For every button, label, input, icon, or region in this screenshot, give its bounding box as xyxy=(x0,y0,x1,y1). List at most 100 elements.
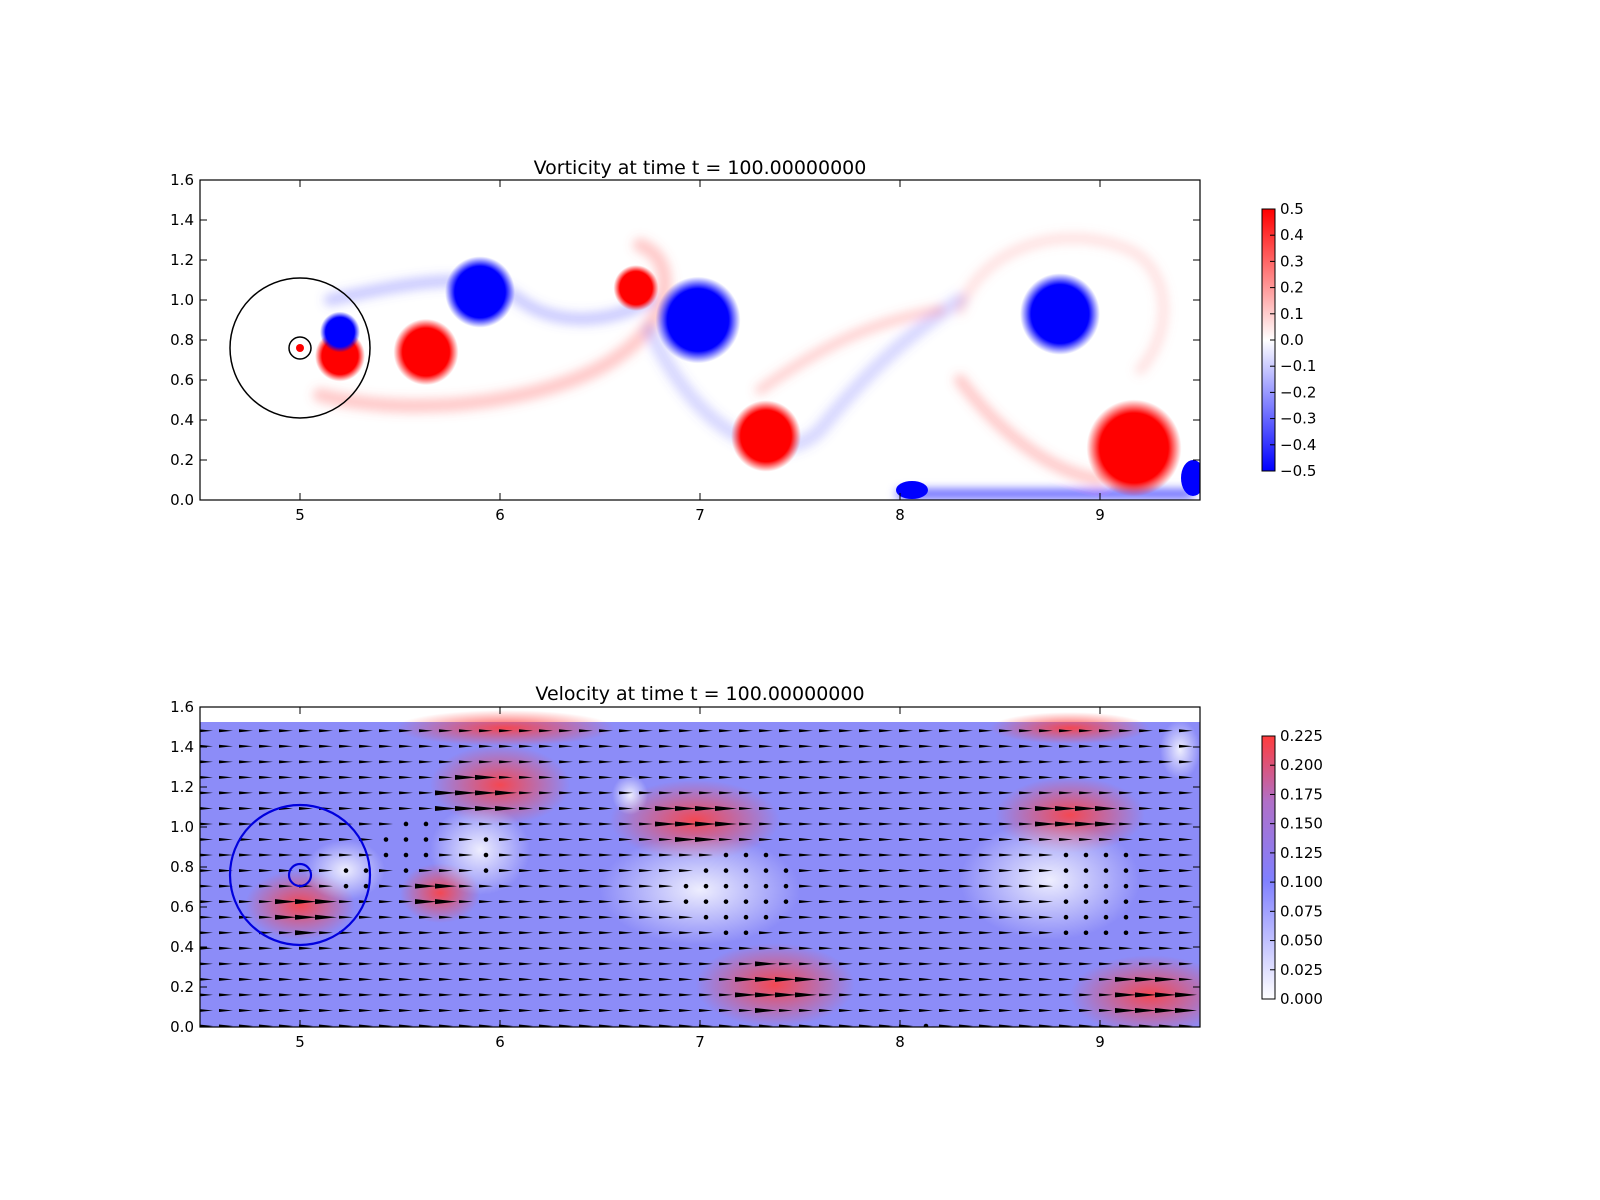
quiver-arrow xyxy=(419,977,433,981)
quiver-arrow xyxy=(879,791,893,795)
quiver-arrow xyxy=(1135,976,1157,982)
quiver-arrow xyxy=(899,900,913,904)
quiver-arrow xyxy=(899,946,913,950)
vorticity-x-tick-label: 7 xyxy=(695,506,705,524)
quiver-arrow xyxy=(859,729,873,733)
quiver-arrow xyxy=(259,1008,273,1012)
quiver-arrow xyxy=(1079,775,1093,779)
quiver-arrow xyxy=(239,1024,253,1027)
vorticity-colorbar-tick-label: −0.4 xyxy=(1280,436,1316,454)
obstacle-circle xyxy=(288,336,312,360)
quiver-arrow xyxy=(719,760,733,764)
quiver-arrow xyxy=(459,931,473,935)
quiver-dot xyxy=(403,821,409,827)
quiver-arrow xyxy=(419,993,433,997)
quiver-arrow xyxy=(1159,853,1173,857)
quiver-arrow xyxy=(839,962,853,966)
quiver-dot xyxy=(1103,899,1109,904)
quiver-arrow xyxy=(1139,806,1153,810)
quiver-arrow xyxy=(439,977,453,981)
quiver-arrow xyxy=(295,914,317,920)
quiver-arrow xyxy=(699,791,713,795)
quiver-arrow xyxy=(1159,760,1173,764)
quiver-dot xyxy=(343,868,349,873)
velocity-colorbar-tick-label: 0.125 xyxy=(1280,844,1323,862)
quiver-dot xyxy=(1123,914,1129,920)
quiver-arrow xyxy=(1079,744,1093,748)
velocity-hotspot xyxy=(395,710,615,746)
quiver-arrow xyxy=(919,791,933,795)
quiver-arrow xyxy=(1179,822,1193,826)
quiver-arrow xyxy=(1099,946,1113,950)
quiver-arrow xyxy=(1079,838,1093,842)
quiver-arrow xyxy=(439,853,453,857)
quiver-arrow xyxy=(539,822,553,826)
quiver-arrow xyxy=(1055,821,1077,827)
quiver-arrow xyxy=(359,931,373,935)
quiver-arrow xyxy=(1079,791,1093,795)
quiver-arrow xyxy=(699,977,713,981)
quiver-dot xyxy=(423,821,429,827)
quiver-arrow xyxy=(879,853,893,857)
quiver-arrow xyxy=(859,1008,873,1012)
quiver-arrow xyxy=(659,1024,673,1027)
quiver-arrow xyxy=(439,760,453,764)
wall-vortex-negative-2 xyxy=(896,481,928,499)
quiver-arrow xyxy=(619,946,633,950)
velocity-x-tick-label: 8 xyxy=(895,1033,905,1051)
quiver-arrow xyxy=(1155,976,1177,982)
quiver-arrow xyxy=(499,853,513,857)
quiver-arrow xyxy=(939,791,953,795)
quiver-arrow xyxy=(219,869,233,873)
quiver-arrow xyxy=(279,729,293,733)
vorticity-y-tick-label: 0.8 xyxy=(170,331,194,349)
quiver-arrow xyxy=(819,900,833,904)
quiver-arrow xyxy=(379,915,393,919)
quiver-arrow xyxy=(559,775,573,779)
quiver-arrow xyxy=(479,915,493,919)
vorticity-y-tick-label: 0.0 xyxy=(170,491,194,509)
quiver-arrow xyxy=(979,838,993,842)
quiver-arrow xyxy=(219,884,233,888)
quiver-arrow xyxy=(739,838,753,842)
quiver-arrow xyxy=(259,946,273,950)
cylinder-marker xyxy=(296,344,304,352)
vorticity-y-tick-label: 0.4 xyxy=(170,411,194,429)
quiver-dot xyxy=(703,868,709,873)
quiver-arrow xyxy=(819,791,833,795)
quiver-arrow xyxy=(719,791,733,795)
quiver-arrow xyxy=(1179,915,1193,919)
quiver-dot xyxy=(343,883,349,889)
quiver-arrow xyxy=(655,821,677,827)
quiver-arrow xyxy=(1099,1024,1113,1027)
quiver-arrow xyxy=(599,977,613,981)
quiver-arrow xyxy=(659,931,673,935)
quiver-arrow xyxy=(419,1024,433,1027)
quiver-arrow xyxy=(879,946,893,950)
quiver-arrow xyxy=(659,900,673,904)
quiver-arrow xyxy=(1139,884,1153,888)
quiver-arrow xyxy=(1119,775,1133,779)
quiver-arrow xyxy=(1059,993,1073,997)
quiver-arrow xyxy=(1059,744,1073,748)
vorticity-colorbar-tick-label: −0.3 xyxy=(1280,410,1316,428)
quiver-arrow xyxy=(879,1008,893,1012)
quiver-arrow xyxy=(479,946,493,950)
quiver-arrow xyxy=(259,869,273,873)
quiver-arrow xyxy=(519,853,533,857)
quiver-arrow xyxy=(415,899,437,905)
quiver-arrow xyxy=(219,729,233,733)
quiver-arrow xyxy=(439,869,453,873)
quiver-arrow xyxy=(200,931,213,935)
quiver-arrow xyxy=(459,1024,473,1027)
quiver-arrow xyxy=(639,900,653,904)
quiver-arrow xyxy=(499,729,513,733)
quiver-arrow xyxy=(435,805,457,811)
shear-layer-ring xyxy=(955,233,1169,375)
quiver-arrow xyxy=(879,838,893,842)
vorticity-title: Vorticity at time t = 100.00000000 xyxy=(534,157,867,179)
quiver-arrow xyxy=(759,838,773,842)
quiver-arrow xyxy=(679,869,693,873)
quiver-arrow xyxy=(959,1024,973,1027)
quiver-arrow xyxy=(339,977,353,981)
